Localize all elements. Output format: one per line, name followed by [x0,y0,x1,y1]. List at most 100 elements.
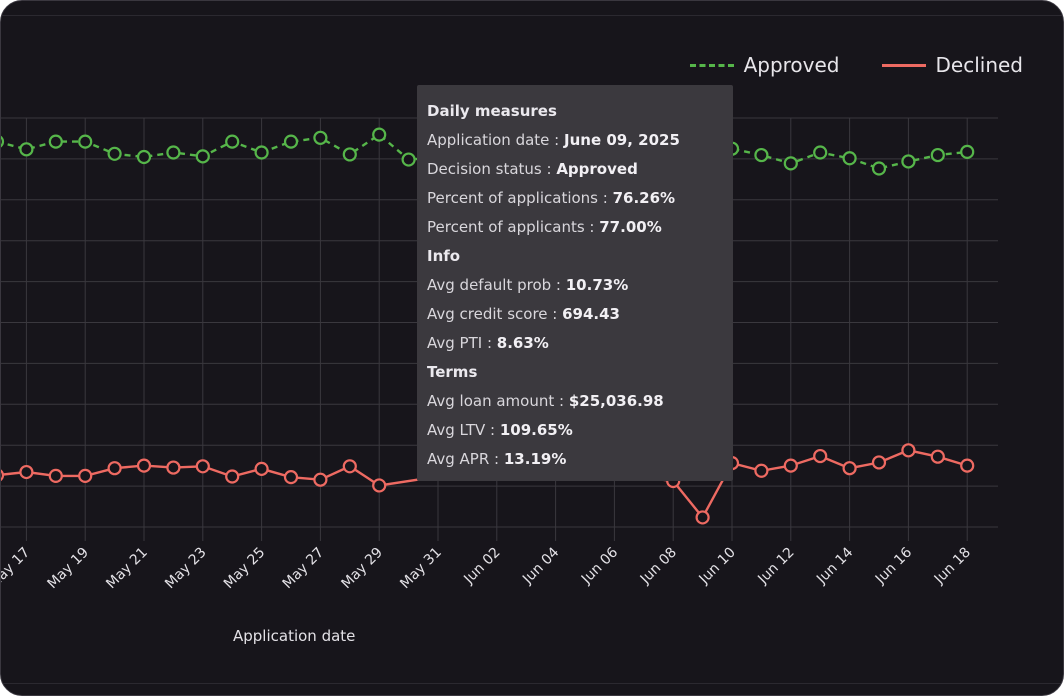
declined-data-point [813,448,828,464]
tooltip-label: Avg APR [427,450,490,468]
approved-data-point [195,149,210,164]
declined-data-point [342,459,357,474]
approved-data-point [842,151,857,166]
declined-data-point [871,455,887,470]
approved-data-point [813,145,828,160]
tooltip-section-terms: Terms [427,363,478,381]
approved-data-point [401,152,416,167]
x-tick-label: Jun 06 [578,544,621,587]
tooltip-value: 10.73% [565,276,629,294]
approved-data-point [254,145,269,160]
tooltip-row-avg-loan: Avg loan amount : $25,036.98 [427,389,723,418]
x-tick-label: May 21 [103,545,151,593]
approved-data-point [48,134,63,149]
tooltip-label: Application date [427,131,550,149]
x-tick-label: May 27 [280,545,328,593]
declined-data-point [1,469,5,482]
tooltip-row-avg-apr: Avg APR : 13.19% [427,447,723,476]
tooltip-sep: : [554,392,569,410]
approved-data-point [901,154,916,169]
tooltip-value: June 09, 2025 [564,131,680,149]
declined-data-point [166,460,181,475]
declined-data-point [960,458,975,473]
tooltip-label: Avg credit score [427,305,548,323]
tooltip-value: 109.65% [499,421,573,439]
tooltip-sep: : [551,276,566,294]
tooltip-label: Avg default prob [427,276,552,294]
declined-data-point [842,461,857,476]
tooltip-sep: : [584,218,600,236]
approved-line-swatch [689,63,734,67]
declined-data-point [695,510,710,525]
declined-data-point [107,461,122,476]
x-tick-label: May 19 [44,545,92,593]
approved-data-point [78,134,93,149]
x-axis-title: Application date [233,627,356,645]
approved-data-point [283,134,299,149]
approved-data-point [754,147,769,163]
legend: Approved Declined [689,53,1024,77]
tooltip-sep: : [549,131,564,149]
approved-data-point [107,146,122,161]
x-tick-label: Jun 10 [696,545,739,588]
tooltip-label: Percent of applications [427,189,598,207]
declined-data-point [195,459,210,474]
legend-item-approved[interactable]: Approved [689,53,840,77]
declined-data-point [19,464,34,480]
tooltip-label: Avg loan amount [427,392,555,410]
top-divider [1,15,1063,16]
declined-data-point [48,468,63,483]
tooltip-label: Avg LTV [427,421,486,439]
tooltip-section-daily: Daily measures [427,102,557,120]
x-tick-label: Jun 08 [637,545,680,588]
tooltip-row-avg-pti: Avg PTI : 8.63% [427,331,723,360]
x-tick-label: Jun 02 [460,545,503,588]
declined-data-point [313,472,328,487]
declined-data-point [901,443,916,458]
x-tick-label: Jun 12 [754,545,797,588]
x-tick-label: May 31 [397,545,445,593]
tooltip-sep: : [598,189,613,207]
tooltip-row-avg-credit: Avg credit score : 694.43 [427,302,723,331]
x-tick-label: Jun 16 [872,544,915,587]
approved-data-point [342,147,357,162]
approved-data-point [960,144,975,159]
chart-ticks: May 17 May 19 May 21 May 23 May 25 May 27 May … [1,544,974,592]
declined-data-point [254,461,269,476]
x-tick-label: Jun 14 [813,544,856,587]
tooltip-row-pct-applications: Percent of applications : 76.26% [427,186,723,215]
declined-data-point [225,469,240,484]
declined-data-point [930,449,945,464]
tooltip-value: Approved [556,160,638,178]
legend-label-declined: Declined [935,53,1024,77]
tooltip-row-avg-default: Avg default prob : 10.73% [427,273,723,302]
tooltip-sep: : [482,334,497,352]
tooltip-row-avg-ltv: Avg LTV : 109.65% [427,418,723,447]
tooltip-label: Decision status [427,160,542,178]
approved-data-point [313,130,328,145]
hover-tooltip: Daily measures Application date : June 0… [417,85,733,481]
tooltip-value: 694.43 [562,305,620,323]
declined-line-swatch [881,63,926,67]
tooltip-sep: : [547,305,563,323]
legend-label-approved: Approved [743,53,840,77]
approved-data-point [372,127,387,142]
approved-data-point [1,135,5,148]
tooltip-value: 77.00% [599,218,662,236]
approved-data-point [19,142,34,157]
approved-data-point [166,145,181,160]
tooltip-value: 13.19% [503,450,567,468]
tooltip-label: Percent of applicants [427,218,585,236]
x-tick-label: May 23 [162,545,210,593]
declined-data-point [754,463,769,478]
tooltip-sep: : [485,421,500,439]
tooltip-label: Avg PTI [427,334,483,352]
x-tick-label: Jun 18 [931,545,974,588]
x-tick-label: May 17 [1,545,33,593]
tooltip-value: 76.26% [612,189,676,207]
approved-data-point [930,147,945,163]
tooltip-row-application-date: Application date : June 09, 2025 [427,128,723,157]
approved-data-point [871,161,887,176]
legend-item-declined[interactable]: Declined [881,53,1024,77]
